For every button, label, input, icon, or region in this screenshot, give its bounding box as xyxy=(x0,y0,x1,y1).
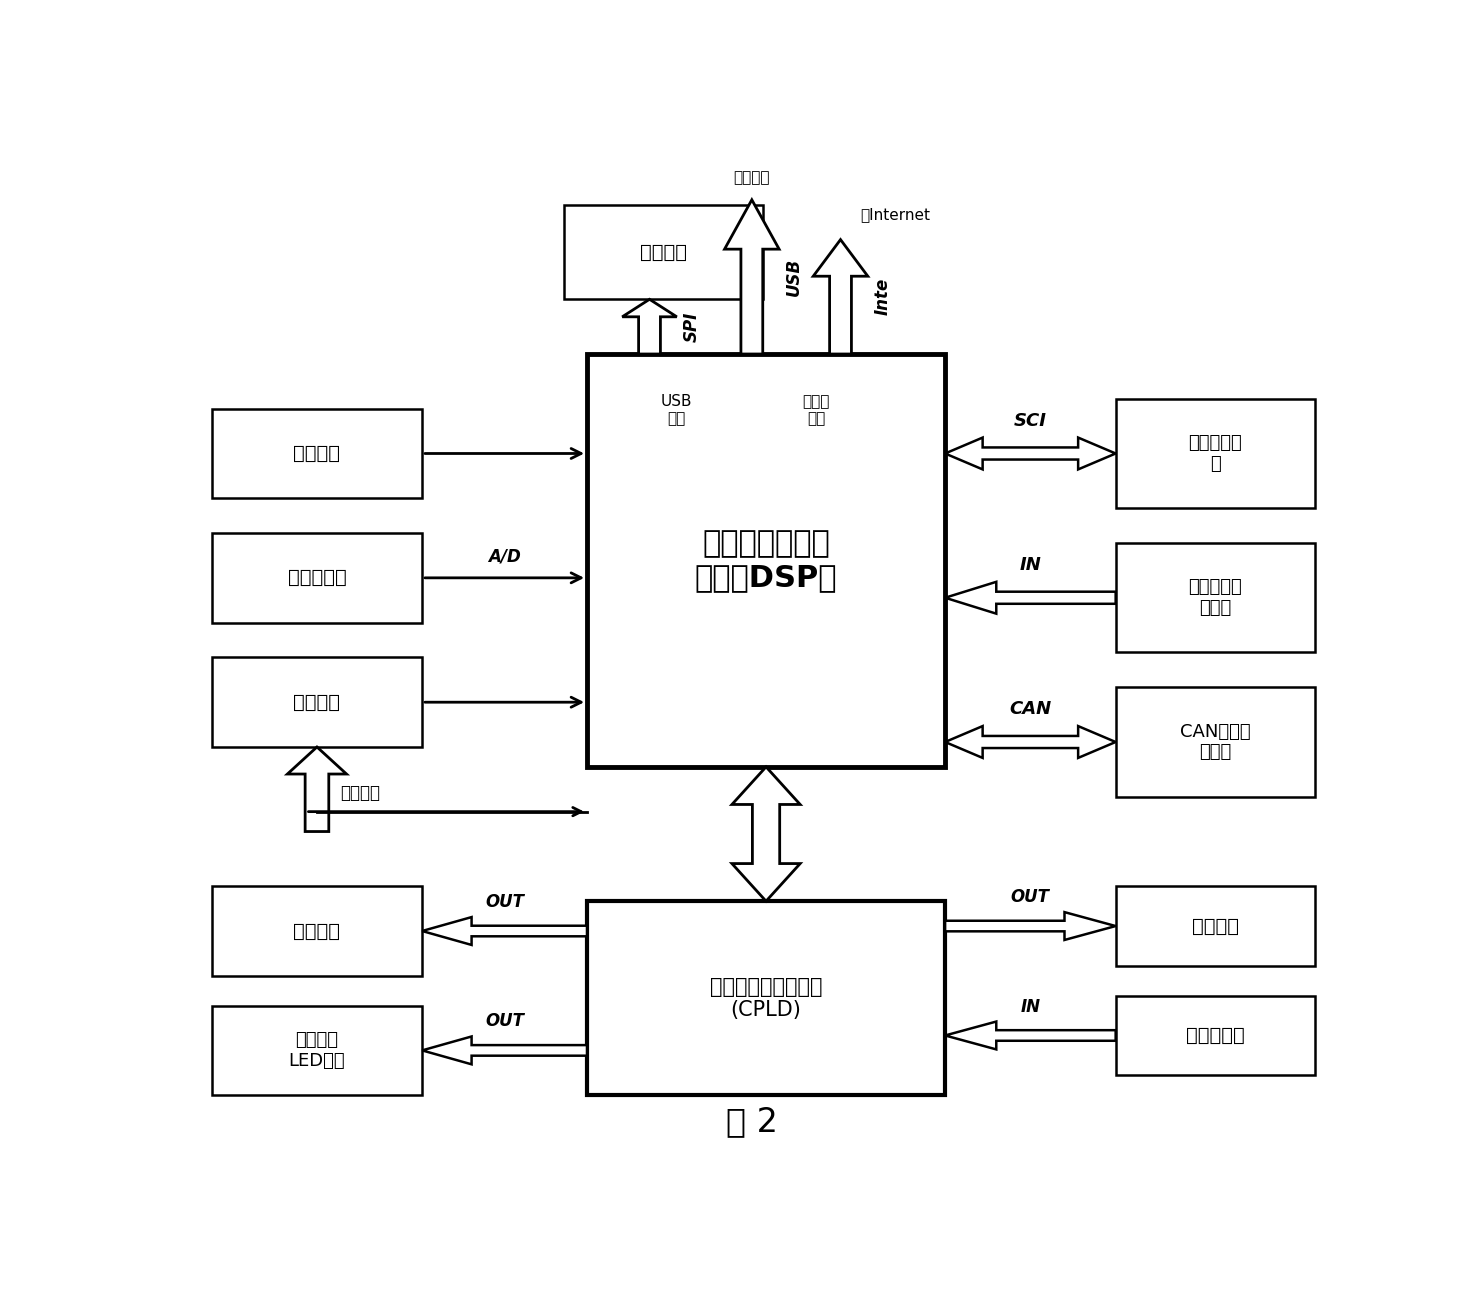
FancyBboxPatch shape xyxy=(1115,996,1314,1075)
Text: 复位电路: 复位电路 xyxy=(293,693,340,712)
FancyBboxPatch shape xyxy=(211,408,422,499)
FancyBboxPatch shape xyxy=(1115,543,1314,652)
FancyBboxPatch shape xyxy=(211,1005,422,1096)
Polygon shape xyxy=(945,438,1115,469)
FancyBboxPatch shape xyxy=(587,902,945,1096)
Polygon shape xyxy=(732,767,800,902)
Text: SCI: SCI xyxy=(1014,412,1047,430)
Text: 复杂可编程逻辑器件
(CPLD): 复杂可编程逻辑器件 (CPLD) xyxy=(710,977,823,1019)
Polygon shape xyxy=(288,747,346,832)
Text: USB: USB xyxy=(785,258,802,296)
Polygon shape xyxy=(622,300,676,354)
Text: IN: IN xyxy=(1020,556,1042,574)
Polygon shape xyxy=(945,581,1115,614)
FancyBboxPatch shape xyxy=(211,658,422,747)
Text: 复位脉冲: 复位脉冲 xyxy=(340,784,380,801)
Text: 器件片选: 器件片选 xyxy=(293,921,340,941)
FancyBboxPatch shape xyxy=(1115,399,1314,508)
Text: OUT: OUT xyxy=(486,1013,524,1031)
Polygon shape xyxy=(945,726,1115,758)
Text: 嵌入式微处理器
（包括DSP）: 嵌入式微处理器 （包括DSP） xyxy=(695,530,838,592)
Text: OUT: OUT xyxy=(1011,888,1050,906)
FancyBboxPatch shape xyxy=(565,205,763,300)
Text: SPI: SPI xyxy=(682,311,700,342)
Polygon shape xyxy=(725,200,779,354)
FancyBboxPatch shape xyxy=(1115,687,1314,797)
Text: 接上位机: 接上位机 xyxy=(734,169,770,185)
Polygon shape xyxy=(945,912,1115,941)
FancyBboxPatch shape xyxy=(1115,886,1314,966)
Text: A/D: A/D xyxy=(489,548,521,566)
Text: 以太网
接口: 以太网 接口 xyxy=(802,394,830,426)
Text: 正交编码信
号输入: 正交编码信 号输入 xyxy=(1188,579,1243,618)
Polygon shape xyxy=(813,239,868,354)
Polygon shape xyxy=(422,917,587,944)
FancyBboxPatch shape xyxy=(211,534,422,623)
Text: 图 2: 图 2 xyxy=(726,1105,778,1138)
Text: 电源监控: 电源监控 xyxy=(293,444,340,463)
Polygon shape xyxy=(422,1036,587,1065)
Text: 输出控制: 输出控制 xyxy=(1191,916,1238,935)
Text: 液晶通信接
口: 液晶通信接 口 xyxy=(1188,434,1243,473)
Text: OUT: OUT xyxy=(486,893,524,911)
Text: CAN总线通
信接口: CAN总线通 信接口 xyxy=(1179,722,1250,761)
Text: USB
接口: USB 接口 xyxy=(660,394,692,426)
Text: CAN: CAN xyxy=(1009,700,1052,718)
Text: 运行状态
LED指示: 运行状态 LED指示 xyxy=(289,1031,345,1070)
Text: 掉电保存: 掉电保存 xyxy=(640,243,687,261)
FancyBboxPatch shape xyxy=(211,886,422,975)
Text: Inte: Inte xyxy=(873,278,892,315)
Text: 模拟量输入: 模拟量输入 xyxy=(288,568,346,588)
FancyBboxPatch shape xyxy=(587,354,945,767)
Text: IN: IN xyxy=(1021,997,1040,1016)
Text: 接Internet: 接Internet xyxy=(860,207,930,222)
Text: 开关量输入: 开关量输入 xyxy=(1185,1026,1244,1045)
Polygon shape xyxy=(945,1022,1115,1049)
